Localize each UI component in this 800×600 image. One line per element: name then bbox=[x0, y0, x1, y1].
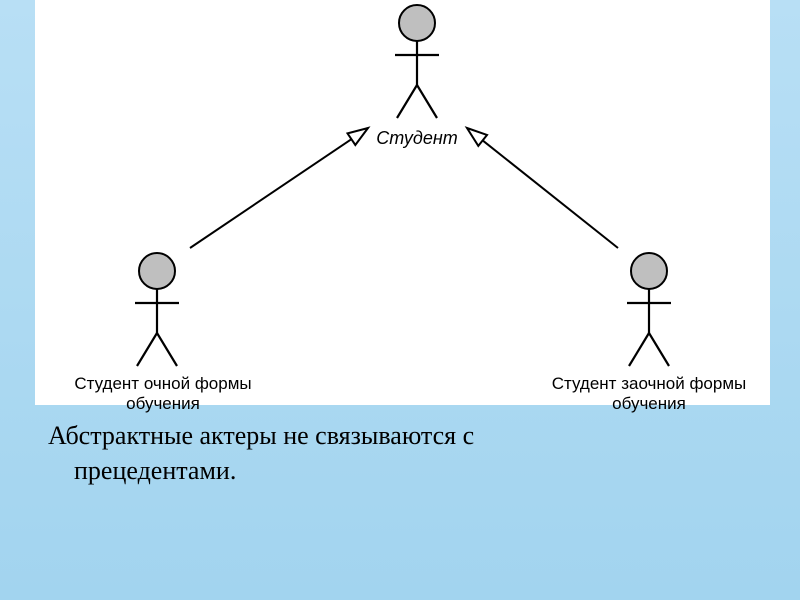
actor-label-child-left: Студент очной формы обучения bbox=[33, 374, 293, 414]
uml-diagram bbox=[35, 0, 770, 405]
slide-caption: Абстрактные актеры не связываются с прец… bbox=[48, 418, 474, 488]
actor-label-parent: Студент bbox=[287, 128, 547, 149]
actor-child-right bbox=[627, 253, 671, 366]
actor-label-child-right: Студент заочной формы обучения bbox=[519, 374, 779, 414]
actor-parent bbox=[395, 5, 439, 118]
actor-child-left bbox=[135, 253, 179, 366]
